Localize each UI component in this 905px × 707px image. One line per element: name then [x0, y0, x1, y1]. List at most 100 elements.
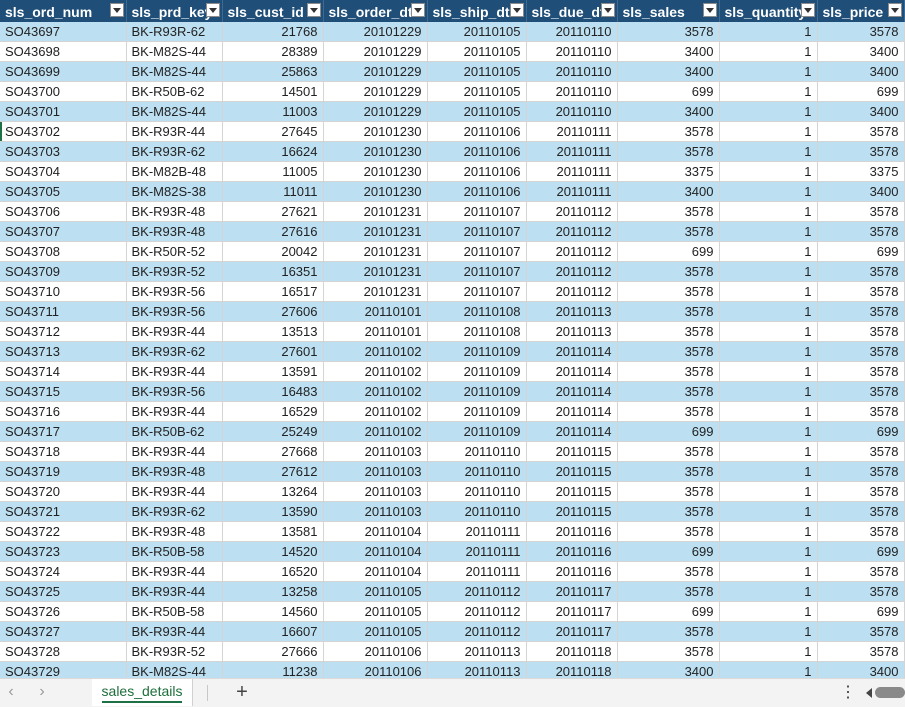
cell-sls-price[interactable]: 3578 [817, 121, 905, 142]
cell-sls-cust-id[interactable]: 16517 [222, 281, 324, 302]
filter-dropdown-icon[interactable] [509, 3, 524, 17]
cell-sls-due-dt[interactable]: 20110110 [526, 22, 618, 42]
cell-sls-cust-id[interactable]: 27668 [222, 441, 324, 462]
cell-sls-price[interactable]: 3578 [817, 281, 905, 302]
cell-sls-sales[interactable]: 3578 [617, 521, 720, 542]
cell-sls-order-dt[interactable]: 20110103 [323, 481, 428, 502]
column-header-sls-cust-id[interactable]: sls_cust_id [222, 0, 324, 22]
cell-sls-due-dt[interactable]: 20110118 [526, 661, 618, 678]
cell-sls-ship-dt[interactable]: 20110106 [427, 161, 527, 182]
cell-sls-due-dt[interactable]: 20110114 [526, 361, 618, 382]
cell-sls-ord-num[interactable]: SO43702 [0, 121, 127, 142]
scroll-tabs-right-icon[interactable]: › [39, 683, 45, 700]
cell-sls-price[interactable]: 3578 [817, 501, 905, 522]
cell-sls-order-dt[interactable]: 20101231 [323, 241, 428, 262]
cell-sls-ord-num[interactable]: SO43706 [0, 201, 127, 222]
cell-sls-ord-num[interactable]: SO43716 [0, 401, 127, 422]
cell-sls-cust-id[interactable]: 13581 [222, 521, 324, 542]
cell-sls-price[interactable]: 3578 [817, 381, 905, 402]
cell-sls-due-dt[interactable]: 20110114 [526, 341, 618, 362]
cell-sls-ord-num[interactable]: SO43701 [0, 101, 127, 122]
cell-sls-sales[interactable]: 3578 [617, 561, 720, 582]
cell-sls-sales[interactable]: 699 [617, 81, 720, 102]
cell-sls-prd-key[interactable]: BK-R93R-56 [126, 301, 223, 322]
cell-sls-prd-key[interactable]: BK-M82S-44 [126, 41, 223, 62]
cell-sls-cust-id[interactable]: 14520 [222, 541, 324, 562]
cell-sls-ship-dt[interactable]: 20110106 [427, 181, 527, 202]
cell-sls-prd-key[interactable]: BK-M82S-44 [126, 661, 223, 678]
cell-sls-ord-num[interactable]: SO43726 [0, 601, 127, 622]
cell-sls-quantity[interactable]: 1 [719, 501, 818, 522]
cell-sls-ship-dt[interactable]: 20110110 [427, 441, 527, 462]
cell-sls-sales[interactable]: 3578 [617, 581, 720, 602]
cell-sls-sales[interactable]: 3578 [617, 321, 720, 342]
cell-sls-ord-num[interactable]: SO43709 [0, 261, 127, 282]
cell-sls-quantity[interactable]: 1 [719, 241, 818, 262]
cell-sls-quantity[interactable]: 1 [719, 601, 818, 622]
scroll-left-triangle-icon[interactable] [866, 688, 872, 698]
cell-sls-cust-id[interactable]: 13513 [222, 321, 324, 342]
cell-sls-order-dt[interactable]: 20101229 [323, 41, 428, 62]
cell-sls-prd-key[interactable]: BK-R93R-52 [126, 261, 223, 282]
cell-sls-ord-num[interactable]: SO43710 [0, 281, 127, 302]
cell-sls-prd-key[interactable]: BK-R93R-48 [126, 521, 223, 542]
cell-sls-price[interactable]: 699 [817, 601, 905, 622]
cell-sls-price[interactable]: 3578 [817, 461, 905, 482]
cell-sls-order-dt[interactable]: 20110103 [323, 441, 428, 462]
cell-sls-quantity[interactable]: 1 [719, 221, 818, 242]
cell-sls-cust-id[interactable]: 13591 [222, 361, 324, 382]
cell-sls-due-dt[interactable]: 20110115 [526, 461, 618, 482]
filter-dropdown-icon[interactable] [702, 3, 717, 17]
cell-sls-ord-num[interactable]: SO43727 [0, 621, 127, 642]
cell-sls-prd-key[interactable]: BK-R93R-44 [126, 561, 223, 582]
cell-sls-ship-dt[interactable]: 20110109 [427, 341, 527, 362]
cell-sls-due-dt[interactable]: 20110110 [526, 101, 618, 122]
cell-sls-order-dt[interactable]: 20101231 [323, 221, 428, 242]
cell-sls-prd-key[interactable]: BK-R50B-58 [126, 601, 223, 622]
cell-sls-price[interactable]: 3578 [817, 481, 905, 502]
cell-sls-price[interactable]: 3400 [817, 181, 905, 202]
cell-sls-due-dt[interactable]: 20110111 [526, 121, 618, 142]
cell-sls-ord-num[interactable]: SO43708 [0, 241, 127, 262]
filter-dropdown-icon[interactable] [306, 3, 321, 17]
cell-sls-quantity[interactable]: 1 [719, 201, 818, 222]
cell-sls-cust-id[interactable]: 16624 [222, 141, 324, 162]
cell-sls-due-dt[interactable]: 20110112 [526, 241, 618, 262]
cell-sls-quantity[interactable]: 1 [719, 381, 818, 402]
cell-sls-sales[interactable]: 3578 [617, 22, 720, 42]
column-header-sls-quantity[interactable]: sls_quantity [719, 0, 818, 22]
cell-sls-prd-key[interactable]: BK-R50R-52 [126, 241, 223, 262]
cell-sls-ord-num[interactable]: SO43711 [0, 301, 127, 322]
cell-sls-quantity[interactable]: 1 [719, 301, 818, 322]
cell-sls-due-dt[interactable]: 20110115 [526, 501, 618, 522]
cell-sls-due-dt[interactable]: 20110111 [526, 181, 618, 202]
cell-sls-ship-dt[interactable]: 20110106 [427, 141, 527, 162]
cell-sls-cust-id[interactable]: 11003 [222, 101, 324, 122]
cell-sls-sales[interactable]: 3578 [617, 261, 720, 282]
cell-sls-prd-key[interactable]: BK-R93R-56 [126, 281, 223, 302]
cell-sls-sales[interactable]: 3578 [617, 121, 720, 142]
cell-sls-ship-dt[interactable]: 20110105 [427, 22, 527, 42]
cell-sls-ship-dt[interactable]: 20110111 [427, 541, 527, 562]
cell-sls-sales[interactable]: 3400 [617, 101, 720, 122]
cell-sls-sales[interactable]: 699 [617, 601, 720, 622]
filter-dropdown-icon[interactable] [600, 3, 615, 17]
cell-sls-ord-num[interactable]: SO43725 [0, 581, 127, 602]
cell-sls-order-dt[interactable]: 20110102 [323, 381, 428, 402]
cell-sls-ship-dt[interactable]: 20110110 [427, 501, 527, 522]
cell-sls-sales[interactable]: 3400 [617, 41, 720, 62]
cell-sls-quantity[interactable]: 1 [719, 441, 818, 462]
cell-sls-cust-id[interactable]: 11238 [222, 661, 324, 678]
cell-sls-prd-key[interactable]: BK-R93R-48 [126, 201, 223, 222]
cell-sls-order-dt[interactable]: 20101230 [323, 141, 428, 162]
cell-sls-order-dt[interactable]: 20101231 [323, 281, 428, 302]
cell-sls-ship-dt[interactable]: 20110110 [427, 461, 527, 482]
cell-sls-quantity[interactable]: 1 [719, 401, 818, 422]
cell-sls-quantity[interactable]: 1 [719, 541, 818, 562]
cell-sls-prd-key[interactable]: BK-M82S-44 [126, 61, 223, 82]
cell-sls-sales[interactable]: 3375 [617, 161, 720, 182]
scrollbar-thumb[interactable] [875, 687, 905, 698]
cell-sls-order-dt[interactable]: 20101229 [323, 101, 428, 122]
filter-dropdown-icon[interactable] [800, 3, 815, 17]
cell-sls-ship-dt[interactable]: 20110112 [427, 621, 527, 642]
